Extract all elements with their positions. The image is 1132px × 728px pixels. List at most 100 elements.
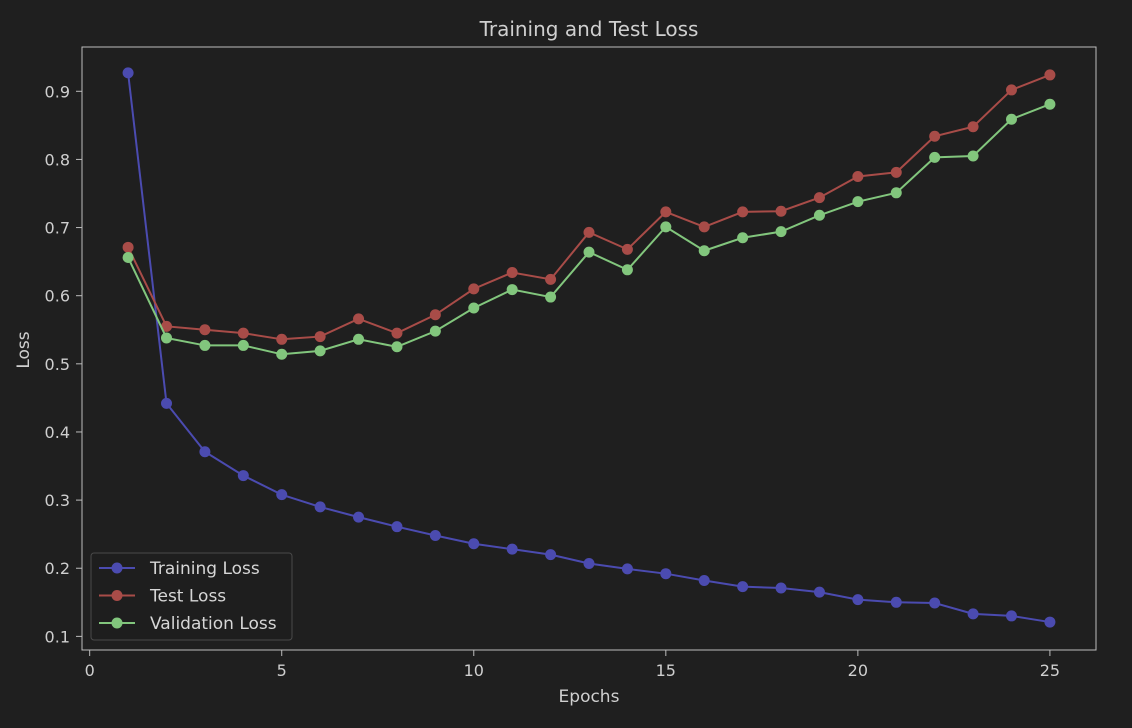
training-loss-point (237, 470, 249, 482)
training-loss-point (852, 594, 864, 606)
series-group (122, 67, 1056, 628)
legend-label-test-loss: Test Loss (149, 587, 226, 607)
y-tick-label: 0.2 (45, 559, 70, 578)
validation-loss-point (660, 221, 672, 233)
test-loss-point (967, 121, 979, 133)
test-loss-point (161, 320, 172, 332)
test-loss-series (122, 69, 1056, 345)
test-loss-point (929, 130, 941, 142)
x-tick-label: 20 (848, 661, 868, 680)
training-loss-point (161, 397, 172, 409)
test-loss-point (698, 221, 710, 233)
test-loss-point (737, 206, 749, 218)
validation-loss-point (353, 333, 365, 345)
y-axis-label: Loss (14, 331, 34, 368)
y-tick-label: 0.7 (45, 219, 70, 238)
x-tick-label: 15 (656, 661, 676, 680)
legend-box (90, 552, 293, 641)
validation-loss-point (698, 245, 710, 257)
validation-loss-point (468, 302, 480, 314)
training-loss-point (660, 568, 672, 580)
validation-loss-point (852, 196, 864, 208)
legend-label-training-loss: Training Loss (149, 559, 260, 579)
legend-marker-validation-loss (111, 617, 123, 629)
test-loss-point (852, 170, 864, 182)
training-loss-point (353, 511, 365, 523)
validation-loss-point (967, 150, 979, 162)
y-tick-label: 0.3 (45, 491, 70, 510)
test-loss-point (775, 205, 787, 217)
training-loss-point (199, 446, 211, 458)
validation-loss-point (314, 345, 326, 357)
test-loss-point (545, 273, 557, 285)
training-loss-point (890, 596, 902, 608)
validation-loss-point (391, 341, 403, 353)
training-loss-point (621, 563, 633, 575)
training-loss-point (1006, 610, 1017, 622)
training-loss-point (276, 489, 288, 501)
chart-title: Training and Test Loss (479, 17, 699, 41)
validation-loss-point (429, 325, 441, 337)
validation-loss-point (737, 232, 749, 244)
x-tick-label: 10 (464, 661, 484, 680)
validation-loss-point (583, 246, 595, 258)
plot-area: 0 5 10 15 20 25 0.1 0.2 0.3 0.4 0.5 0.6 0.7 0.8 0.9 (45, 46, 1097, 680)
legend-marker-training-loss (111, 562, 123, 574)
training-loss-point (1044, 616, 1056, 628)
test-loss-point (813, 192, 825, 204)
x-tick-label: 0 (85, 661, 95, 680)
validation-loss-point (545, 291, 557, 303)
test-loss-point (1006, 84, 1017, 96)
test-loss-point (506, 267, 518, 279)
y-tick-label: 0.6 (45, 287, 70, 306)
validation-loss-point (237, 339, 249, 351)
validation-loss-point (122, 252, 134, 264)
validation-loss-point (1006, 113, 1017, 125)
training-loss-point (122, 67, 134, 79)
validation-loss-point (276, 348, 288, 360)
training-loss-point (775, 582, 787, 594)
training-loss-point (468, 538, 480, 550)
y-tick-label: 0.4 (45, 423, 70, 442)
x-tick-label: 5 (277, 661, 287, 680)
test-loss-point (314, 331, 326, 343)
test-loss-point (660, 206, 672, 218)
training-loss-point (314, 501, 326, 513)
legend-label-validation-loss: Validation Loss (150, 614, 277, 634)
y-tick-label: 0.1 (45, 627, 70, 646)
validation-loss-series (122, 98, 1056, 360)
validation-loss-point (621, 264, 633, 276)
validation-loss-point (1044, 98, 1056, 110)
validation-loss-point (813, 209, 825, 221)
legend: Training Loss Test Loss Validation Loss (90, 552, 293, 641)
y-tick-label: 0.9 (45, 82, 70, 101)
test-loss-point (468, 283, 480, 295)
test-loss-point (199, 324, 211, 336)
legend-marker-test-loss (111, 590, 123, 601)
test-loss-point (583, 226, 595, 238)
test-loss-point (276, 333, 288, 345)
training-loss-point (391, 521, 403, 533)
validation-loss-point (929, 151, 941, 163)
test-loss-point (621, 243, 633, 255)
test-loss-point (429, 309, 441, 321)
validation-loss-point (890, 187, 902, 199)
test-loss-point (237, 327, 249, 339)
test-loss-point (353, 313, 365, 325)
training-loss-point (698, 575, 710, 587)
training-loss-point (929, 597, 941, 609)
training-loss-point (737, 581, 749, 593)
y-tick-label: 0.8 (45, 150, 70, 169)
training-loss-point (506, 543, 518, 555)
plot-frame (81, 46, 1097, 651)
validation-loss-point (506, 284, 518, 296)
training-loss-point (967, 608, 979, 620)
test-loss-point (1044, 69, 1056, 81)
x-tick-label: 25 (1040, 661, 1060, 680)
validation-loss-point (775, 226, 787, 238)
validation-loss-point (161, 332, 172, 344)
y-tick-label: 0.5 (45, 355, 70, 374)
training-loss-point (545, 549, 557, 561)
test-loss-point (391, 327, 403, 339)
